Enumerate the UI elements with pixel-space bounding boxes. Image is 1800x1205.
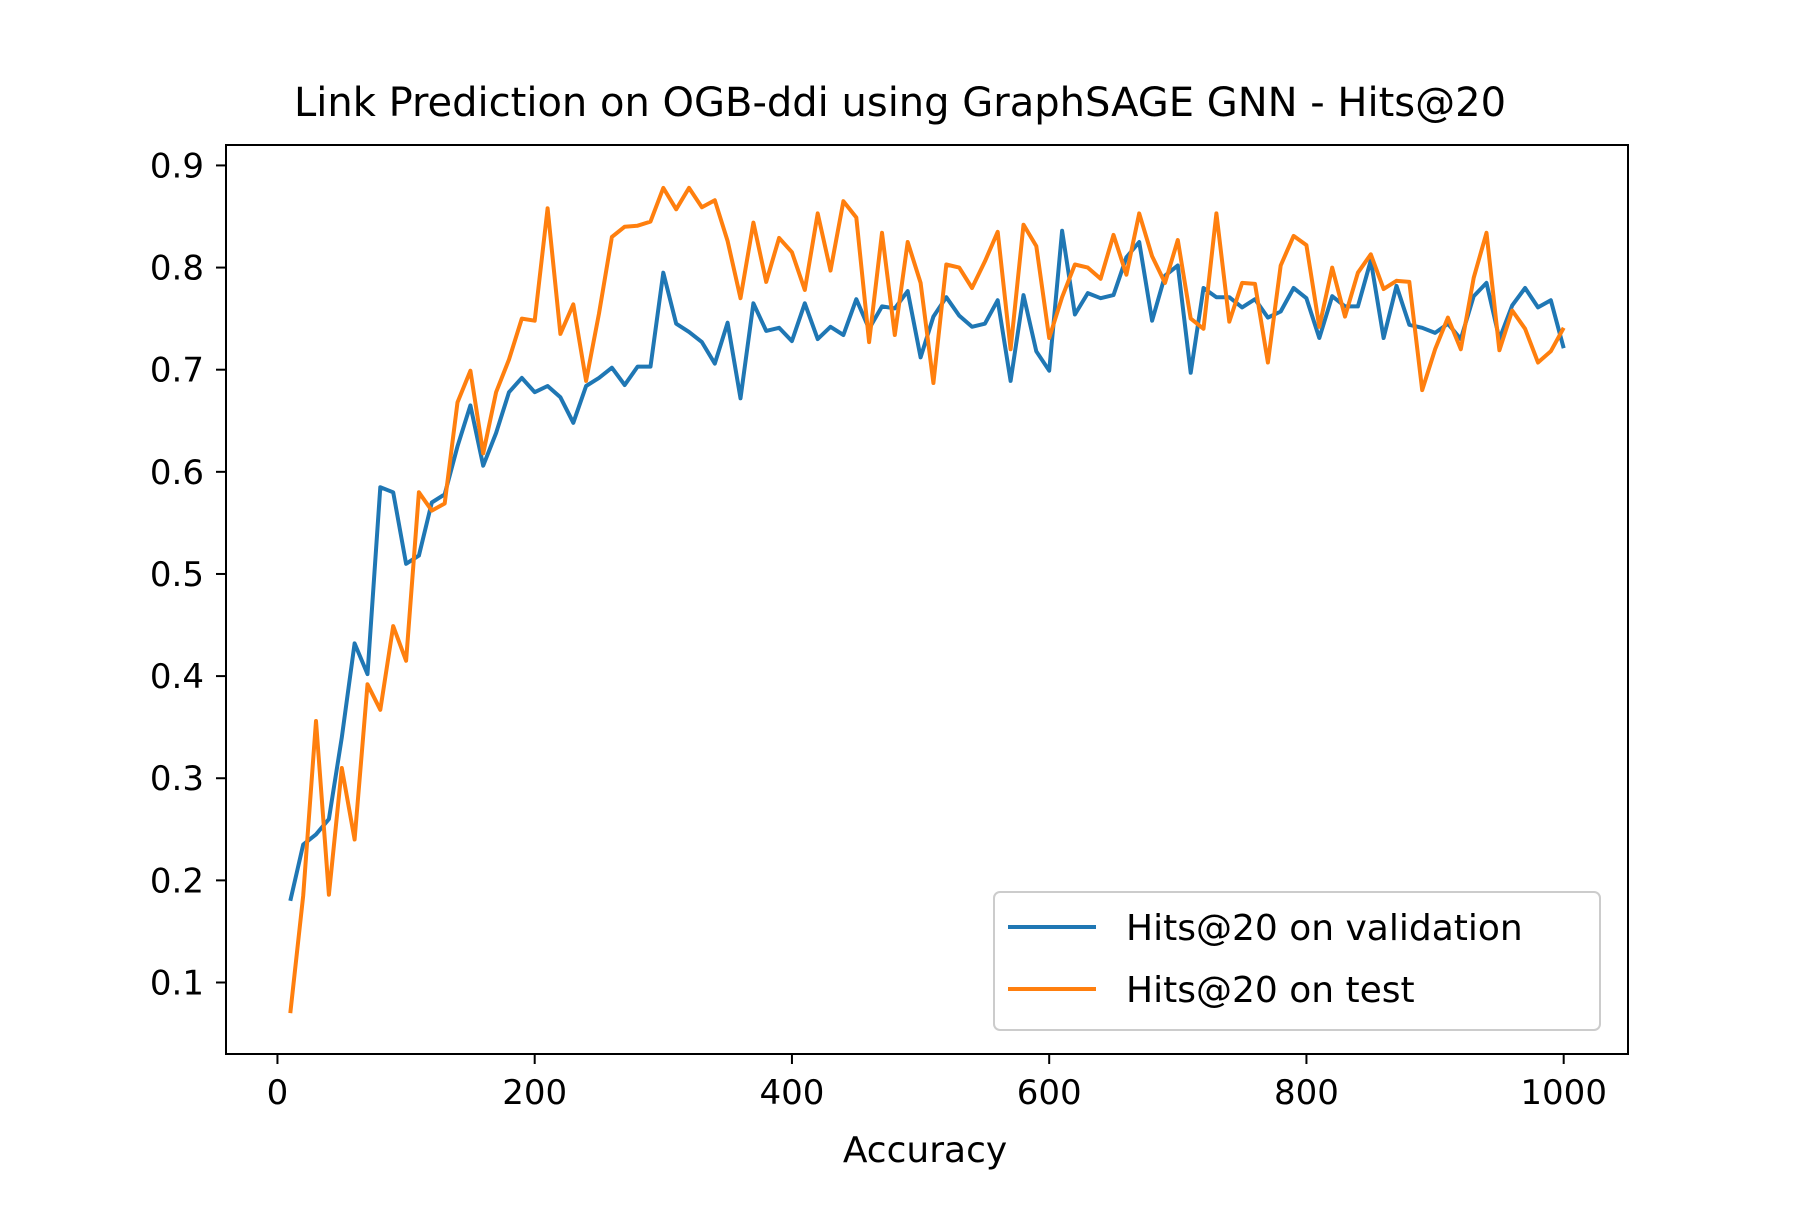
plot-lines	[288, 185, 1566, 1014]
x-axis: 0 200 400 600 800 1000	[267, 1054, 1607, 1113]
y-tick-label: 0.5	[150, 555, 204, 595]
y-tick-label: 0.3	[150, 759, 204, 799]
legend: Hits@20 on validation Hits@20 on test	[993, 891, 1601, 1031]
series-line-test	[288, 185, 1566, 1014]
y-tick-label: 0.4	[150, 657, 204, 697]
plot-area-frame	[225, 144, 1629, 1055]
y-axis: 0.1 0.2 0.3 0.4 0.5 0.6 0.7 0.8 0.9	[150, 146, 226, 1004]
x-tick-label: 200	[502, 1073, 567, 1113]
chart-title: Link Prediction on OGB-ddi using GraphSA…	[294, 80, 1506, 126]
x-axis-label: Accuracy	[843, 1130, 1007, 1171]
x-tick-label: 600	[1017, 1073, 1082, 1113]
y-tick-label: 0.1	[150, 964, 204, 1004]
y-tick-label: 0.9	[150, 146, 204, 186]
x-tick-label: 800	[1274, 1073, 1339, 1113]
y-tick-label: 0.7	[150, 351, 204, 391]
legend-box	[993, 891, 1601, 1031]
y-tick-label: 0.8	[150, 249, 204, 289]
legend-label-test: Hits@20 on test	[1126, 970, 1415, 1011]
x-tick-label: 0	[267, 1073, 289, 1113]
x-tick-label: 1000	[1520, 1073, 1607, 1113]
y-tick-label: 0.6	[150, 453, 204, 493]
legend-label-validation: Hits@20 on validation	[1126, 908, 1523, 949]
y-tick-label: 0.2	[150, 861, 204, 901]
x-tick-label: 400	[759, 1073, 824, 1113]
